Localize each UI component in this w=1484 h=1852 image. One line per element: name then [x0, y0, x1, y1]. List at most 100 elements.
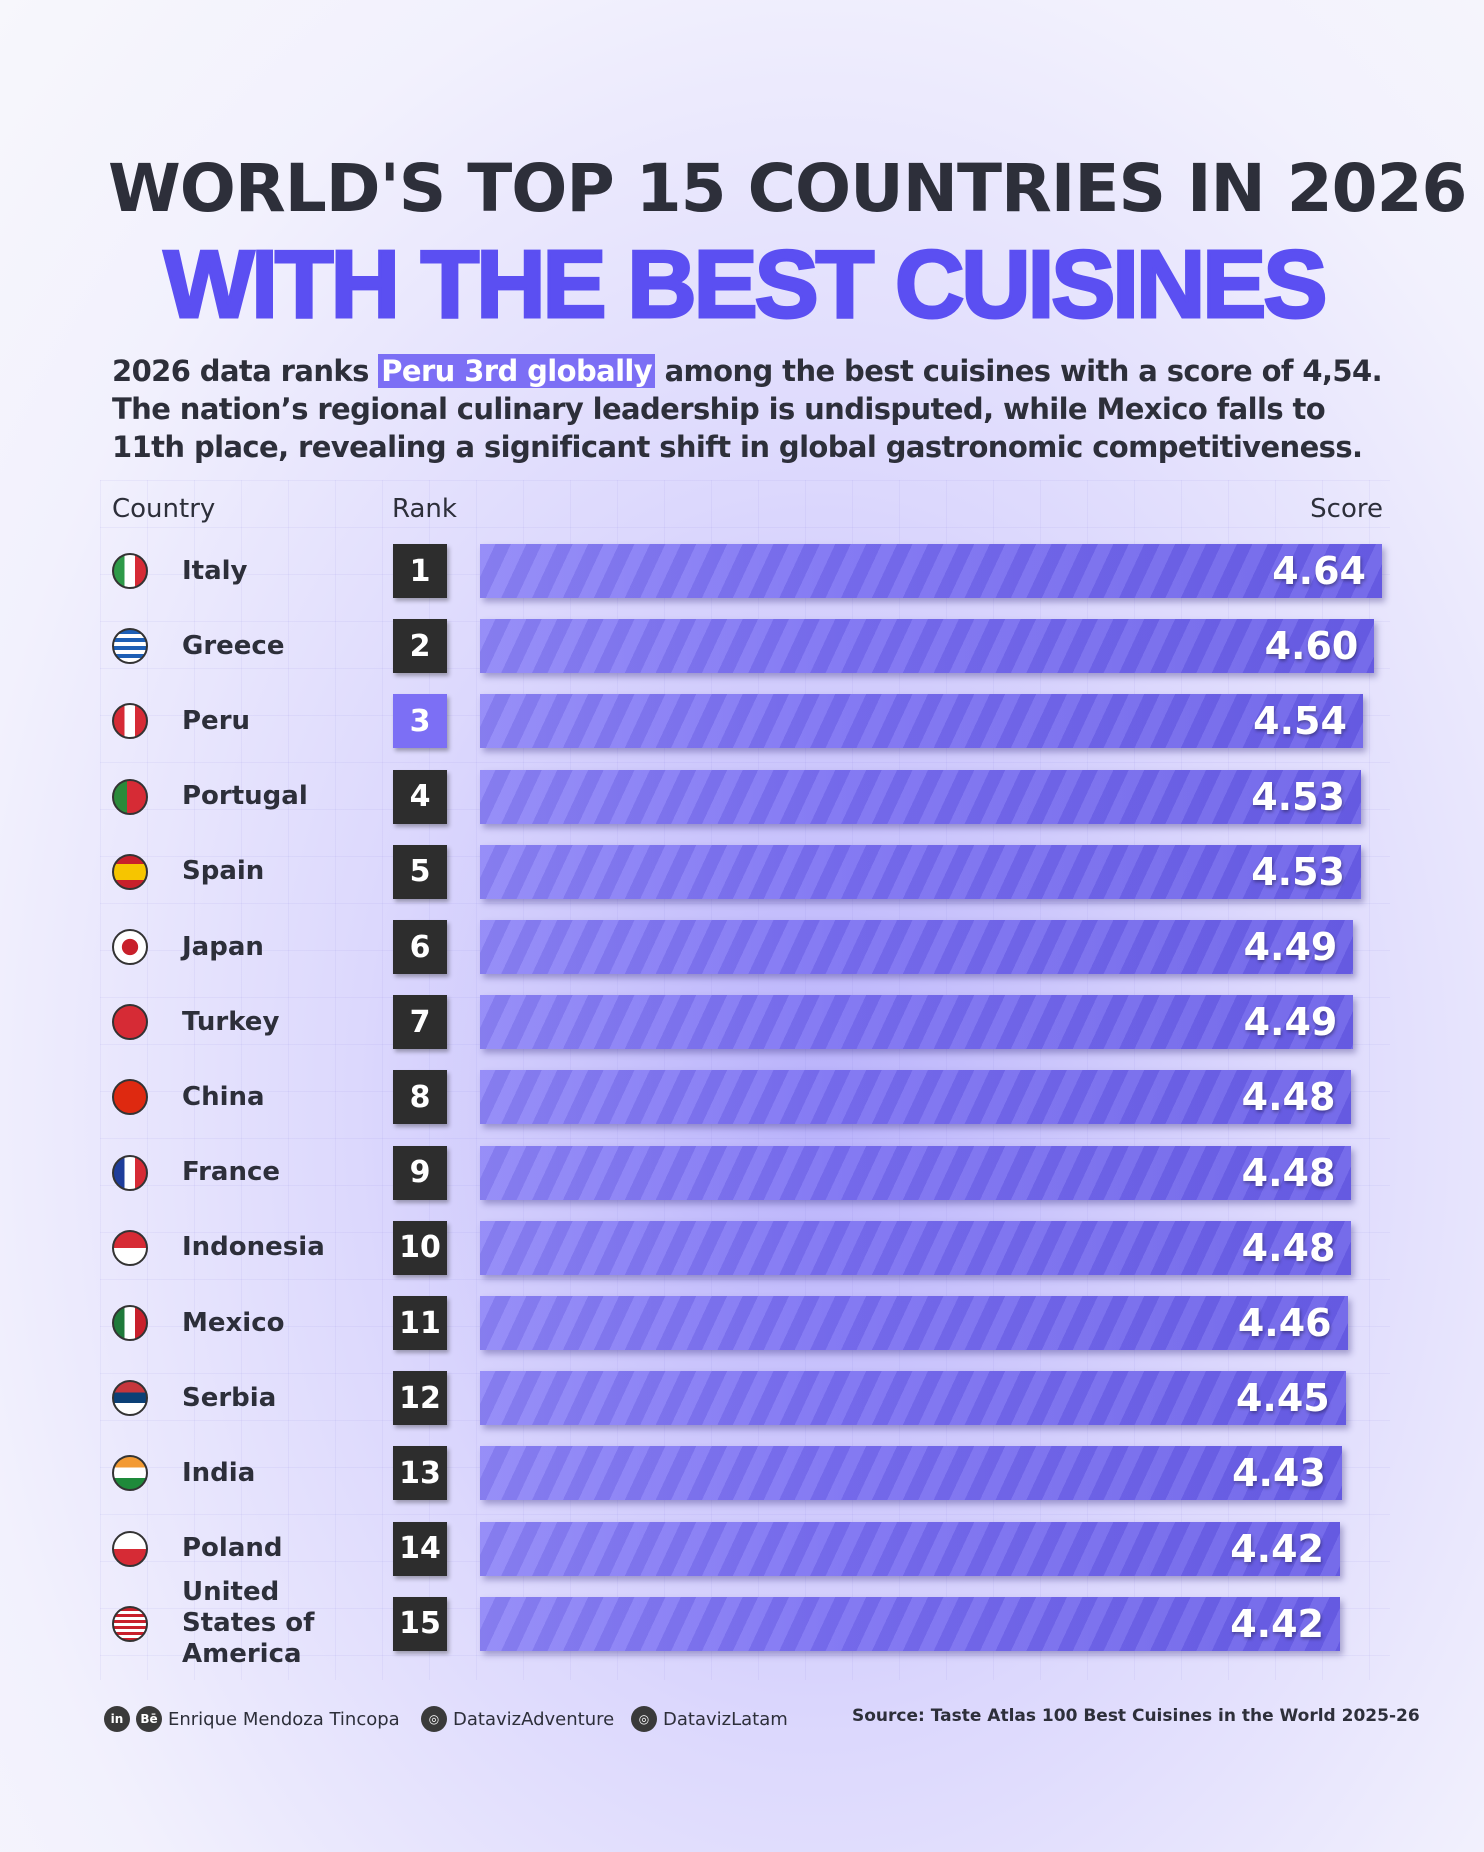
country-name: Turkey — [182, 1006, 280, 1037]
desc-text: 2026 data ranks — [112, 354, 379, 388]
rank-badge: 15 — [393, 1596, 447, 1651]
rank-badge: 11 — [393, 1296, 447, 1350]
description: 2026 data ranks Peru 3rd globally among … — [112, 352, 1392, 466]
instagram-icon[interactable]: ◎ — [421, 1706, 447, 1732]
chart-row: Spain 5 4.53 — [0, 844, 1484, 900]
flag-france-icon — [112, 1154, 148, 1191]
flag-japan-icon — [112, 929, 148, 965]
flag-portugal-icon — [112, 778, 148, 815]
rank-badge: 6 — [393, 920, 447, 974]
linkedin-icon[interactable]: in — [104, 1706, 130, 1732]
rank-badge: 9 — [393, 1145, 447, 1200]
score-bar: 4.46 — [480, 1296, 1348, 1350]
chart-row: Serbia 12 4.45 — [0, 1370, 1484, 1426]
rank-badge: 1 — [393, 544, 447, 598]
chart-row: United States of America 15 4.42 — [0, 1577, 1484, 1669]
score-bar: 4.48 — [480, 1220, 1352, 1275]
score-bar: 4.54 — [480, 694, 1363, 749]
rank-badge: 3 — [393, 694, 447, 749]
score-bar: 4.53 — [480, 769, 1361, 824]
score-label: 4.48 — [1241, 1225, 1336, 1270]
score-label: 4.49 — [1243, 1000, 1338, 1045]
rank-badge: 8 — [393, 1070, 447, 1125]
rank-badge: 7 — [393, 995, 447, 1050]
country-name: Portugal — [182, 781, 308, 812]
score-bar: 4.49 — [480, 995, 1354, 1050]
score-label: 4.42 — [1230, 1526, 1324, 1571]
score-bar: 4.64 — [480, 544, 1382, 598]
score-bar: 4.49 — [480, 920, 1354, 974]
chart-row: Greece 2 4.60 — [0, 618, 1484, 674]
score-label: 4.60 — [1264, 624, 1359, 669]
score-label: 4.45 — [1235, 1376, 1330, 1421]
desc-text-2: among the best cuisines with a score of … — [112, 354, 1383, 464]
score-bar: 4.43 — [480, 1446, 1342, 1501]
country-name: Indonesia — [182, 1232, 325, 1263]
footer-ig2: ◎ DatavizLatam — [631, 1706, 788, 1732]
flag-usa-icon — [112, 1605, 148, 1642]
country-name: India — [182, 1457, 256, 1488]
ig-handle-1[interactable]: DatavizAdventure — [453, 1708, 615, 1730]
score-label: 4.64 — [1272, 549, 1366, 593]
flag-china-icon — [112, 1079, 148, 1116]
desc-highlight: Peru 3rd globally — [378, 354, 656, 388]
score-label: 4.46 — [1237, 1301, 1332, 1345]
country-name: Greece — [182, 630, 285, 661]
chart-row: Italy 1 4.64 — [0, 543, 1484, 599]
score-bar: 4.53 — [480, 844, 1361, 899]
score-label: 4.48 — [1241, 1150, 1336, 1195]
rank-badge: 10 — [393, 1220, 447, 1275]
score-bar: 4.48 — [480, 1145, 1352, 1200]
country-name: Italy — [182, 555, 248, 586]
country-name: Spain — [182, 856, 265, 887]
score-label: 4.43 — [1232, 1451, 1326, 1496]
chart-row: Turkey 7 4.49 — [0, 994, 1484, 1050]
country-name: France — [182, 1157, 281, 1188]
chart-row: Portugal 4 4.53 — [0, 769, 1484, 825]
rank-badge: 12 — [393, 1371, 447, 1426]
flag-indonesia-icon — [112, 1229, 148, 1266]
instagram-icon[interactable]: ◎ — [631, 1706, 657, 1732]
footer-ig1: ◎ DatavizAdventure — [421, 1706, 614, 1732]
chart-row: Peru 3 4.54 — [0, 693, 1484, 749]
rank-badge: 5 — [393, 844, 447, 899]
score-label: 4.53 — [1251, 774, 1345, 819]
header-score: Score — [1310, 494, 1383, 524]
score-label: 4.48 — [1241, 1075, 1336, 1120]
country-name: Mexico — [182, 1307, 285, 1338]
score-bar: 4.60 — [480, 619, 1375, 674]
score-label: 4.42 — [1230, 1601, 1324, 1646]
flag-greece-icon — [112, 628, 148, 665]
flag-india-icon — [112, 1455, 148, 1492]
header-rank: Rank — [392, 494, 457, 524]
rank-badge: 13 — [393, 1446, 447, 1501]
chart-row: Indonesia 10 4.48 — [0, 1220, 1484, 1276]
author-name: Enrique Mendoza Tincopa — [168, 1708, 400, 1730]
behance-icon[interactable]: Bē — [136, 1706, 162, 1732]
chart-row: France 9 4.48 — [0, 1145, 1484, 1201]
score-bar: 4.45 — [480, 1371, 1346, 1426]
country-name: Poland — [182, 1533, 283, 1564]
chart-row: China 8 4.48 — [0, 1069, 1484, 1125]
flag-peru-icon — [112, 703, 148, 740]
country-name: United States of America — [182, 1577, 315, 1669]
score-bar: 4.42 — [480, 1521, 1340, 1576]
rank-badge: 4 — [393, 769, 447, 824]
header-country: Country — [112, 494, 216, 524]
flag-poland-icon — [112, 1530, 148, 1567]
score-bar: 4.42 — [480, 1596, 1340, 1651]
flag-spain-icon — [112, 853, 148, 890]
score-label: 4.49 — [1243, 925, 1338, 969]
chart-row: Japan 6 4.49 — [0, 919, 1484, 975]
country-name: Peru — [182, 705, 251, 736]
title-line-1: WORLD'S TOP 15 COUNTRIES IN 2026 — [108, 150, 1467, 227]
footer-author: in Bē Enrique Mendoza Tincopa — [104, 1706, 400, 1732]
chart-row: Mexico 11 4.46 — [0, 1295, 1484, 1351]
ig-handle-2[interactable]: DatavizLatam — [663, 1708, 788, 1730]
country-name: China — [182, 1081, 265, 1112]
flag-mexico-icon — [112, 1305, 148, 1341]
score-label: 4.53 — [1251, 849, 1345, 894]
score-label: 4.54 — [1253, 699, 1347, 744]
flag-serbia-icon — [112, 1380, 148, 1417]
score-bar: 4.48 — [480, 1070, 1352, 1125]
